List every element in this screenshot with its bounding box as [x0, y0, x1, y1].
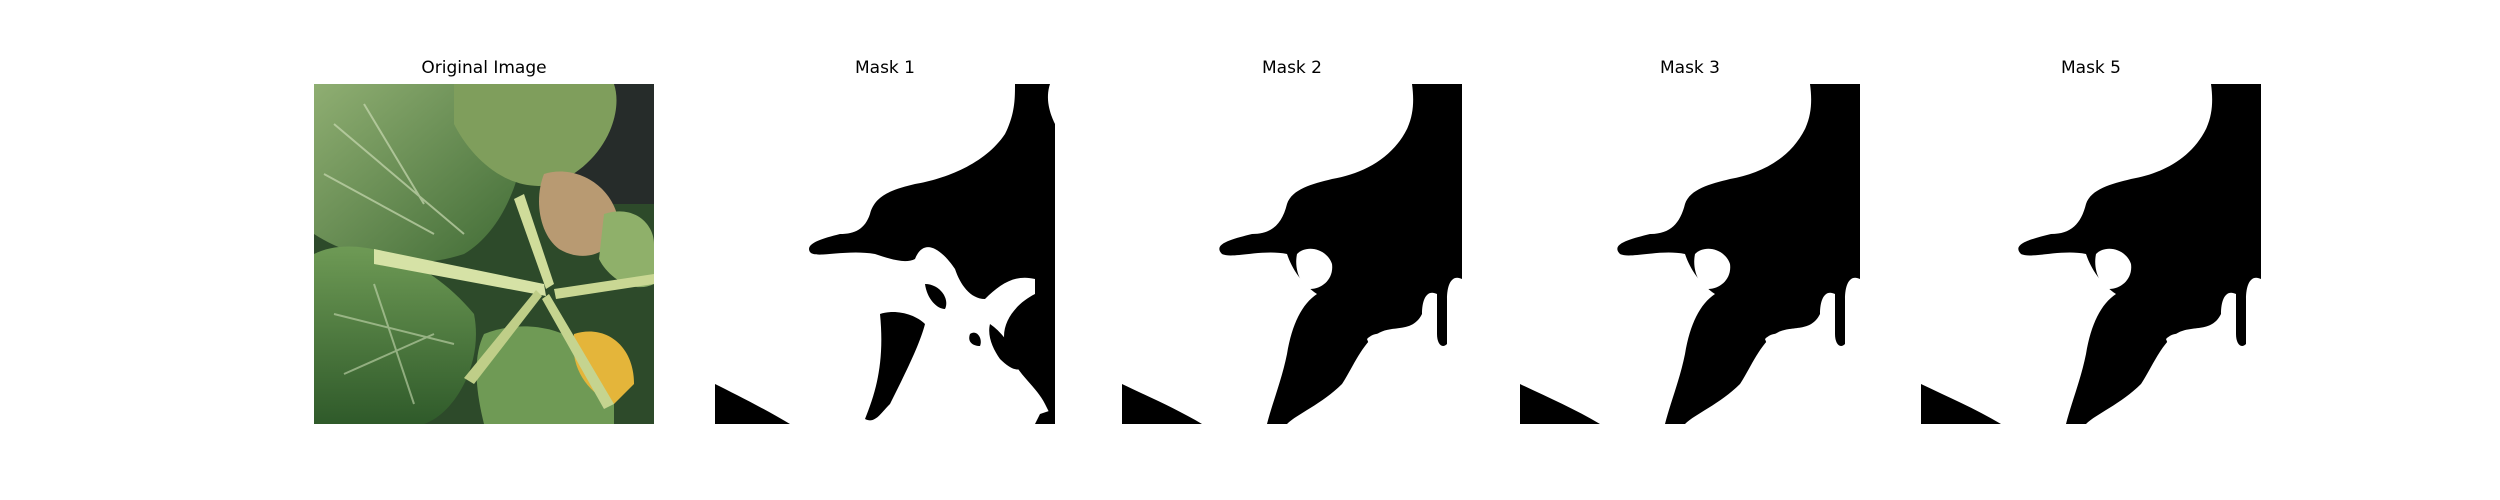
panel-mask-1: Mask 1 [715, 0, 1055, 500]
panel-mask-5: Mask 5 [1921, 0, 2261, 500]
original-plant-photo [314, 84, 654, 424]
panel-title: Mask 3 [1659, 58, 1720, 78]
panel-original-image: Original Image [314, 0, 654, 500]
panel-mask-2: Mask 2 [1122, 0, 1462, 500]
panel-title: Mask 1 [854, 58, 915, 78]
panel-title: Mask 2 [1261, 58, 1322, 78]
panel-title: Mask 5 [2060, 58, 2121, 78]
segmentation-mask [1122, 84, 1462, 424]
segmentation-mask [1520, 84, 1860, 424]
panel-title: Original Image [421, 58, 547, 78]
panel-mask-3: Mask 3 [1520, 0, 1860, 500]
segmentation-mask [715, 84, 1055, 424]
segmentation-mask [1921, 84, 2261, 424]
